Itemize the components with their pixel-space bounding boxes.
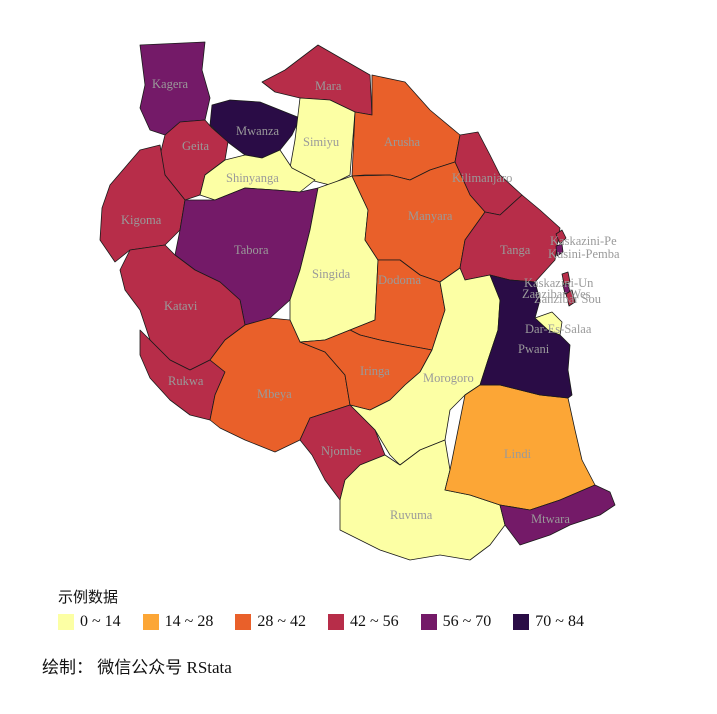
label-mtwara: Mtwara: [531, 512, 570, 526]
legend-label: 70 ~ 84: [535, 613, 584, 630]
label-morogoro: Morogoro: [423, 371, 474, 385]
label-mara: Mara: [315, 79, 342, 93]
label-dodoma: Dodoma: [378, 273, 422, 287]
label-dar-es-salaa: Dar-Es-Salaa: [525, 322, 592, 336]
label-kagera: Kagera: [152, 77, 189, 91]
label-lindi: Lindi: [504, 447, 532, 461]
region-mtwara: [499, 484, 616, 546]
label-pwani: Pwani: [518, 342, 550, 356]
label-kilimanjaro: Kilimanjaro: [452, 171, 512, 185]
legend-swatch: [142, 614, 159, 630]
label-kusini-pemba: Kusini-Pemba: [548, 247, 620, 261]
label-shinyanga: Shinyanga: [226, 171, 279, 185]
legend-swatch: [327, 614, 344, 630]
label-arusha: Arusha: [384, 135, 421, 149]
legend-swatch: [420, 614, 437, 630]
region-pwani: [479, 274, 573, 399]
legend-item: 0 ~ 14: [58, 613, 121, 631]
legend-swatch: [235, 614, 252, 630]
label-ruvuma: Ruvuma: [390, 508, 433, 522]
label-zanzibar-sou: Zanzibar Sou: [534, 292, 602, 306]
legend-label: 42 ~ 56: [349, 613, 399, 630]
legend-label: 0 ~ 14: [80, 613, 121, 630]
label-kigoma: Kigoma: [121, 213, 162, 227]
label-rukwa: Rukwa: [168, 374, 204, 388]
map-legend: 示例数据 0 ~ 14 14 ~ 28 28 ~ 42 42 ~ 56 56 ~…: [58, 586, 606, 631]
label-kaskazini-un: Kaskazini-Un: [524, 276, 594, 290]
label-tabora: Tabora: [234, 243, 269, 257]
label-iringa: Iringa: [360, 364, 390, 378]
legend-label: 28 ~ 42: [257, 613, 306, 630]
legend-item: 42 ~ 56: [327, 613, 399, 631]
label-manyara: Manyara: [408, 209, 453, 223]
label-katavi: Katavi: [164, 299, 198, 313]
legend-swatch: [58, 614, 74, 630]
legend-item: 70 ~ 84: [513, 613, 584, 631]
region-kaskazini-pe: [555, 229, 567, 245]
label-mwanza: Mwanza: [236, 124, 279, 138]
label-njombe: Njombe: [321, 444, 362, 458]
region-kusini-pemba: [555, 243, 564, 257]
legend-item: 14 ~ 28: [142, 613, 214, 631]
label-mbeya: Mbeya: [257, 387, 292, 401]
legend-label: 14 ~ 28: [164, 613, 214, 630]
label-singida: Singida: [312, 267, 351, 281]
label-tanga: Tanga: [500, 243, 531, 257]
legend-title: 示例数据: [58, 590, 119, 606]
source-caption: 绘制： 微信公众号 RStata: [42, 658, 232, 677]
label-geita: Geita: [182, 139, 210, 153]
region-kaskazini-un: [561, 271, 571, 285]
legend-swatch: [513, 614, 530, 630]
legend-item: 28 ~ 42: [235, 613, 306, 631]
region-kigoma: [99, 144, 186, 263]
region-dar-es-salaa: [534, 311, 563, 336]
legend-items: 0 ~ 14 14 ~ 28 28 ~ 42 42 ~ 56 56 ~ 70 7…: [58, 613, 606, 631]
region-zanzibar-sou: [565, 289, 576, 307]
label-zanzibar-wes: Zanzibar Wes: [522, 287, 591, 301]
label-simiyu: Simiyu: [303, 135, 340, 149]
legend-item: 56 ~ 70: [420, 613, 492, 631]
legend-label: 56 ~ 70: [442, 613, 492, 630]
label-kaskazini-pe: Kaskazini-Pe: [550, 234, 617, 248]
